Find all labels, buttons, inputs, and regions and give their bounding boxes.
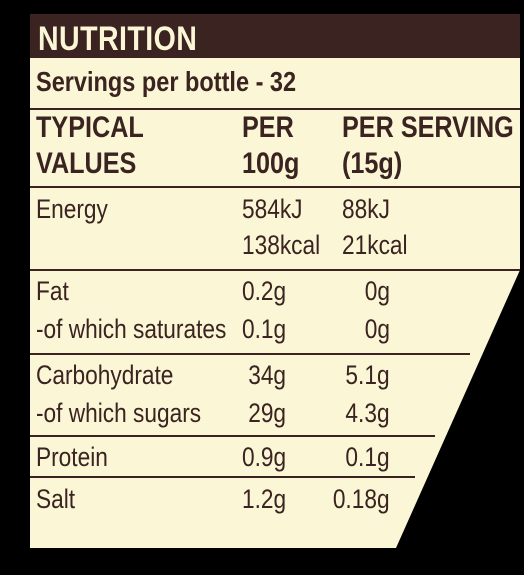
- header-bar: [30, 14, 520, 58]
- protein-per-serving: 0.1g: [345, 442, 390, 472]
- row-label-saturates: -of which saturates: [36, 314, 227, 344]
- salt-per-serving: 0.18g: [333, 484, 390, 514]
- saturates-per-serving: 0g: [364, 314, 390, 344]
- column-header-per-100g: PER 100g: [242, 111, 300, 180]
- row-label-fat: Fat: [36, 276, 69, 306]
- nutrition-label: NUTRITION Servings per bottle - 32 TYPIC…: [30, 14, 520, 559]
- divider: [30, 353, 470, 355]
- energy-kcal-per-serving: 21kcal: [342, 230, 408, 260]
- carbohydrate-per-serving: 5.1g: [345, 360, 390, 390]
- fat-per-serving: 0g: [364, 276, 390, 306]
- nutrition-title: NUTRITION: [38, 20, 198, 58]
- fat-per-100g: 0.2g: [242, 276, 287, 306]
- saturates-per-100g: 0.1g: [242, 314, 287, 344]
- sugars-per-100g: 29g: [248, 398, 286, 428]
- protein-per-100g: 0.9g: [242, 442, 287, 472]
- row-label-energy: Energy: [36, 194, 108, 224]
- divider: [30, 186, 520, 188]
- servings-per-bottle: Servings per bottle - 32: [36, 66, 297, 97]
- energy-per-serving: 88kJ: [342, 194, 390, 224]
- row-label-salt: Salt: [36, 484, 76, 514]
- row-label-sugars: -of which sugars: [36, 398, 202, 428]
- sugars-per-serving: 4.3g: [345, 398, 390, 428]
- salt-per-100g: 1.2g: [242, 484, 287, 514]
- row-label-protein: Protein: [36, 442, 108, 472]
- row-label-carbohydrate: Carbohydrate: [36, 360, 174, 390]
- energy-per-100g: 584kJ: [242, 194, 303, 224]
- divider: [30, 108, 520, 110]
- energy-kcal-per-100g: 138kcal: [242, 230, 321, 260]
- divider: [30, 269, 520, 271]
- carbohydrate-per-100g: 34g: [248, 360, 286, 390]
- column-header-per-serving: PER SERVING (15g): [342, 111, 514, 180]
- divider: [30, 435, 435, 437]
- column-header-typical-values: TYPICAL VALUES: [36, 111, 144, 180]
- divider: [30, 476, 415, 478]
